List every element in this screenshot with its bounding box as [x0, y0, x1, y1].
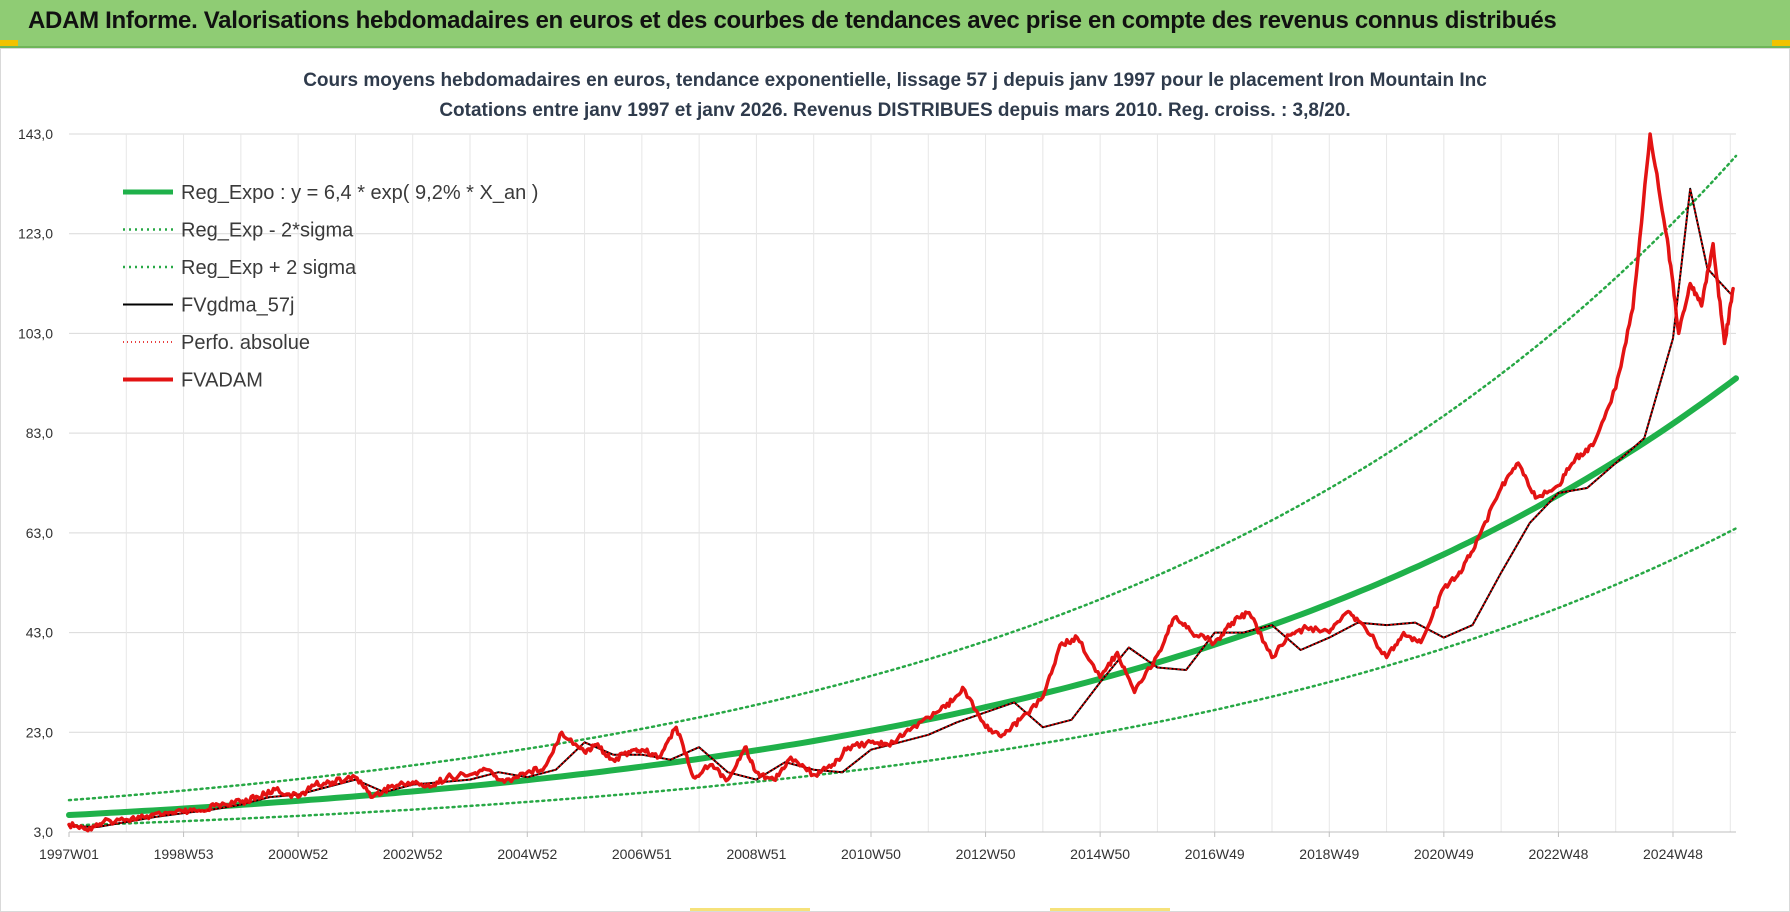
y-tick-label: 63,0 — [26, 525, 53, 541]
legend-label: FVADAM — [181, 370, 263, 392]
bottom-accent-1 — [690, 908, 810, 911]
x-tick-label: 2000W52 — [268, 846, 328, 862]
x-tick-label: 2006W51 — [612, 846, 672, 862]
legend-label: Reg_Exp - 2*sigma — [181, 220, 354, 242]
chart-title: Cours moyens hebdomadaires en euros, ten… — [303, 70, 1487, 91]
series-line-0 — [66, 375, 1739, 818]
series-line-3 — [68, 187, 1732, 828]
axes: 3,0 23,0 43,0 63,0 83,0 103,0 123,0 143,0 1997W0… — [18, 126, 1736, 862]
x-tick-label: 2018W49 — [1299, 846, 1359, 862]
legend-label: Reg_Exp + 2 sigma — [181, 257, 357, 279]
x-tick-label: 1997W01 — [39, 846, 99, 862]
x-tick-label: 2016W49 — [1185, 846, 1245, 862]
x-tick-label: 2014W50 — [1070, 846, 1130, 862]
legend-label: Reg_Expo : y = 6,4 * exp( 9,2% * X_an ) — [181, 182, 538, 204]
chart-frame: 3,0 23,0 43,0 63,0 83,0 103,0 123,0 143,0 1997W0… — [0, 48, 1790, 912]
chart-subtitle: Cotations entre janv 1997 et janv 2026. … — [439, 100, 1350, 121]
series-line-4 — [68, 188, 1732, 828]
y-tick-label: 23,0 — [26, 724, 53, 740]
legend: Reg_Expo : y = 6,4 * exp( 9,2% * X_an ) R… — [123, 182, 538, 392]
y-tick-label: 103,0 — [18, 325, 53, 341]
page-title: ADAM Informe. Valorisations hebdomadaire… — [28, 7, 1557, 34]
bottom-accent-2 — [1050, 908, 1170, 911]
header-bar: ADAM Informe. Valorisations hebdomadaire… — [0, 0, 1790, 48]
corner-marker-right — [1772, 40, 1790, 46]
x-tick-label: 2004W52 — [497, 846, 557, 862]
chart-svg: 3,0 23,0 43,0 63,0 83,0 103,0 123,0 143,0 1997W0… — [18, 70, 1739, 862]
x-tick-label: 2008W51 — [726, 846, 786, 862]
series-line-1 — [67, 527, 1738, 827]
x-tick-label: 2020W49 — [1414, 846, 1474, 862]
y-tick-label: 3,0 — [34, 824, 54, 840]
legend-label: FVgdma_57j — [181, 295, 294, 317]
y-tick-label: 43,0 — [26, 625, 53, 641]
legend-label: Perfo. absolue — [181, 332, 310, 354]
y-tick-label: 83,0 — [26, 425, 53, 441]
x-tick-label: 2002W52 — [383, 846, 443, 862]
y-tick-label: 123,0 — [18, 226, 53, 242]
x-tick-label: 1998W53 — [154, 846, 214, 862]
x-tick-label: 2012W50 — [956, 846, 1016, 862]
y-tick-label: 143,0 — [18, 126, 53, 142]
x-tick-label: 2022W48 — [1528, 846, 1588, 862]
x-tick-label: 2024W48 — [1643, 846, 1703, 862]
corner-marker-left — [0, 40, 18, 46]
series-layer — [66, 132, 1739, 833]
series-line-2 — [67, 154, 1738, 802]
x-tick-label: 2010W50 — [841, 846, 901, 862]
